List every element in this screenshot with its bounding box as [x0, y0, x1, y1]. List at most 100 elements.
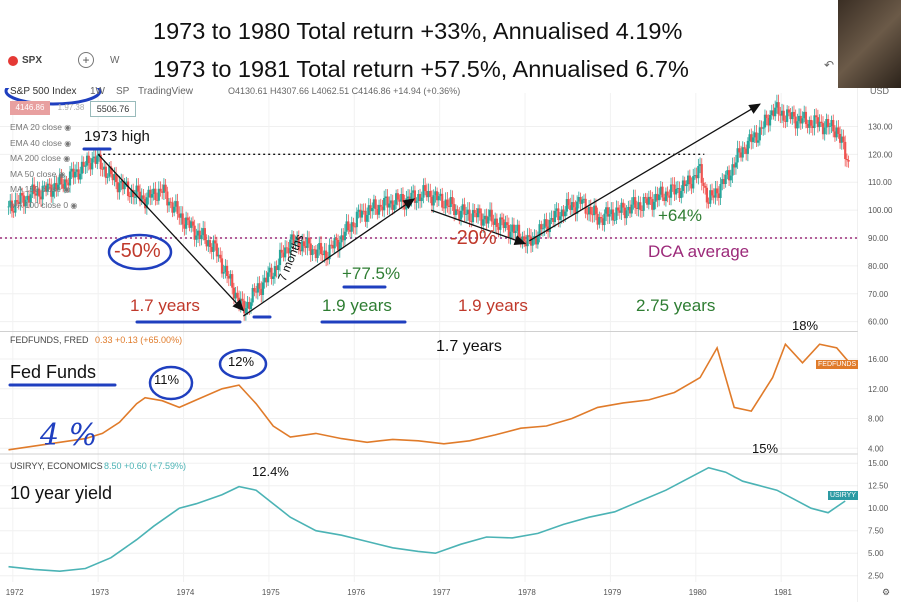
candle-body — [470, 220, 473, 223]
candle-body — [794, 116, 797, 129]
candle-body — [465, 214, 468, 215]
candle-body — [391, 200, 394, 210]
eye-icon[interactable]: ◉ — [68, 201, 78, 210]
candle-body — [847, 160, 850, 162]
y-tick-label: 12.00 — [868, 385, 889, 394]
candle-body — [272, 276, 275, 279]
duration-1: 1.7 years — [130, 296, 200, 315]
candle-body — [656, 193, 659, 201]
candle-body — [96, 155, 99, 164]
indicator-item[interactable]: EMA 20 close ◉ — [10, 122, 72, 132]
candle-body — [214, 240, 217, 244]
candle-body — [620, 202, 623, 213]
candle-body — [48, 183, 51, 185]
candle-body — [618, 210, 621, 213]
candle-body — [425, 191, 428, 198]
candle-body — [60, 175, 63, 185]
headline-bar — [0, 0, 835, 88]
candle-body — [395, 193, 398, 205]
eye-icon[interactable]: ◉ — [56, 169, 66, 179]
candle-body — [550, 218, 553, 220]
eye-icon[interactable]: ◉ — [61, 138, 72, 148]
candle-body — [646, 198, 649, 205]
indicator-item[interactable]: MA 200 close ◉ — [10, 153, 71, 164]
candle-body — [772, 110, 775, 117]
time-axis: 1972 1973 1974 1975 1976 1977 1978 1979 1980 1981 — [6, 588, 793, 597]
duration-3: 1.9 years — [458, 296, 528, 315]
candle-body — [412, 190, 415, 193]
y-tick-label: 100.00 — [868, 206, 893, 215]
y-tick-label: 7.50 — [868, 527, 884, 536]
candle-body — [471, 209, 475, 223]
indicator-item[interactable]: MA 150 close ◉ — [10, 184, 71, 195]
candle-body — [377, 204, 381, 215]
candle-body — [352, 222, 355, 227]
plus-circle-icon[interactable]: + — [78, 52, 94, 68]
candle-body — [543, 219, 546, 229]
fed-value-tag: FEDFUNDS — [816, 360, 859, 369]
candle-body — [779, 114, 782, 116]
indicator-item[interactable]: MA 100 close 0 ◉ — [10, 200, 78, 210]
candle-body — [516, 224, 519, 231]
candle-body — [280, 249, 283, 253]
candle-body — [115, 174, 118, 183]
candle-body — [227, 275, 230, 279]
candle-body — [171, 202, 174, 213]
candle-body — [208, 240, 212, 247]
buy-price-box[interactable]: 5506.76 — [90, 101, 136, 117]
eye-icon[interactable]: ◉ — [61, 185, 71, 195]
candle-body — [502, 219, 505, 229]
candle-body — [842, 136, 845, 142]
candle-body — [707, 202, 710, 204]
candle-body — [801, 118, 804, 124]
candle-body — [289, 239, 292, 254]
candle-body — [132, 189, 135, 197]
candle-body — [311, 249, 314, 256]
candle-body — [142, 195, 145, 199]
candle-body — [698, 164, 702, 167]
candle-body — [828, 126, 831, 128]
candle-body — [167, 201, 171, 206]
indicator-item[interactable]: MA 50 close ◉ — [10, 168, 66, 179]
interval-button[interactable]: W — [110, 55, 120, 66]
candle-body — [726, 170, 729, 175]
settings-gear-icon[interactable]: ⚙ — [882, 587, 891, 597]
eye-icon[interactable]: ◉ — [61, 123, 72, 132]
candle-body — [251, 287, 254, 303]
candle-body — [125, 181, 128, 184]
candle-body — [558, 216, 562, 220]
candle-body — [244, 308, 247, 314]
candle-body — [376, 209, 379, 215]
eye-icon[interactable]: ◉ — [61, 154, 71, 164]
yield-series — [8, 466, 846, 573]
candle-body — [729, 175, 732, 181]
index-name[interactable]: S&P 500 Index — [10, 86, 77, 97]
candle-body — [79, 173, 82, 180]
undo-icon[interactable]: ↶ — [824, 58, 835, 72]
candle-body — [420, 197, 423, 202]
candle-body — [560, 209, 563, 217]
timeframe[interactable]: 1W — [90, 86, 105, 97]
sell-price-box[interactable]: 4146.86 — [10, 101, 50, 115]
indicator-item[interactable]: EMA 40 close ◉ — [10, 137, 72, 148]
symbol-label[interactable]: SPX — [22, 55, 43, 66]
y-tick-label: 15.00 — [868, 459, 889, 468]
candle-body — [277, 265, 280, 270]
candle-body — [809, 119, 813, 126]
candle-body — [617, 207, 620, 211]
candle-body — [36, 188, 39, 196]
candle-body — [451, 197, 454, 205]
candle-body — [529, 236, 533, 246]
candle-body — [716, 188, 719, 194]
candle-body — [654, 193, 657, 202]
candle-body — [446, 199, 449, 206]
candle-body — [827, 118, 830, 127]
currency-label[interactable]: USD — [870, 86, 890, 96]
candle-body — [483, 215, 487, 220]
candle-body — [193, 225, 196, 240]
candle-body — [615, 207, 618, 221]
candle-body — [832, 120, 835, 132]
candle-body — [494, 218, 497, 225]
candle-body — [429, 191, 432, 197]
candle-body — [354, 226, 357, 228]
